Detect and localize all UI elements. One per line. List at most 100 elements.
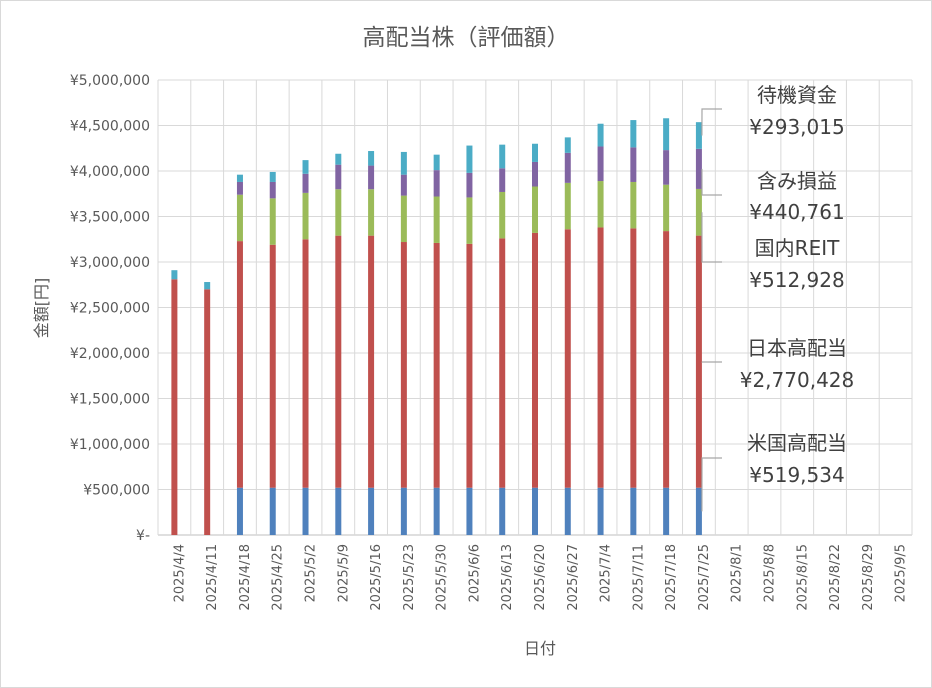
bar-segment: [400, 174, 407, 196]
y-tick-label: ¥3,000,000: [70, 255, 150, 271]
bar-segment: [433, 242, 440, 488]
x-tick-label: 2025/5/2: [304, 544, 319, 602]
bar-segment: [532, 143, 538, 162]
bar-segment: [564, 487, 571, 535]
bar-segment: [466, 487, 473, 535]
x-tick-label: 2025/6/20: [533, 544, 548, 611]
bar-segment: [499, 144, 506, 169]
bar-segment: [597, 181, 604, 228]
bar-segment: [400, 151, 407, 175]
bar-segment: [630, 147, 637, 182]
bars: [171, 118, 702, 535]
bar-segment: [433, 154, 440, 171]
y-tick-label: ¥1,000,000: [70, 437, 150, 453]
bar-segment: [335, 189, 342, 236]
x-tick-label: 2025/4/11: [205, 544, 220, 611]
y-tick-label: ¥-: [136, 528, 150, 544]
bar-segment: [695, 487, 702, 535]
x-tick-label: 2025/7/4: [599, 544, 614, 602]
x-tick-label: 2025/9/5: [894, 544, 909, 602]
bar-segment: [564, 137, 571, 153]
bar-segment: [663, 487, 670, 535]
bar-segment: [532, 232, 538, 488]
callout-value: ¥440,761: [749, 200, 844, 224]
x-tick-label: 2025/5/9: [336, 544, 351, 602]
bar-segment: [335, 153, 342, 165]
x-tick-label: 2025/4/25: [271, 544, 286, 611]
bar-segment: [597, 487, 604, 535]
y-tick-labels: ¥- ¥500,000 ¥1,000,000 ¥1,500,000 ¥2,000,000…: [70, 73, 150, 544]
bar-segment: [630, 228, 637, 488]
bar-segment: [663, 231, 670, 488]
bar-segment: [466, 145, 473, 173]
bar-segment: [400, 487, 407, 535]
y-tick-label: ¥4,000,000: [70, 164, 150, 180]
bar-segment: [302, 239, 309, 488]
bar-segment: [302, 160, 309, 174]
callout-label: 米国高配当: [747, 431, 847, 455]
bar-segment: [433, 170, 440, 197]
bar-segment: [368, 235, 375, 488]
bar-segment: [695, 148, 702, 189]
bar-segment: [466, 197, 473, 244]
x-tick-label: 2025/8/8: [762, 544, 777, 602]
x-tick-label: 2025/8/29: [861, 544, 876, 611]
bar-segment: [171, 279, 178, 535]
bar-segment: [597, 227, 604, 488]
bar-segment: [335, 487, 342, 535]
bar-segment: [597, 123, 604, 147]
callout-value: ¥519,534: [749, 463, 844, 487]
callout-label: 日本高配当: [747, 336, 847, 360]
bar-segment: [368, 165, 375, 190]
y-tick-label: ¥1,500,000: [70, 392, 150, 408]
bar-segment: [204, 282, 211, 290]
callout-leader-line: [701, 457, 722, 512]
y-tick-label: ¥500,000: [83, 483, 150, 499]
bar-segment: [564, 182, 571, 230]
bar-segment: [236, 241, 243, 488]
bar-segment: [499, 238, 506, 488]
callout-leader-line: [701, 212, 722, 263]
callout-label: 国内REIT: [755, 236, 840, 260]
bar-segment: [269, 171, 276, 182]
x-tick-label: 2025/6/6: [467, 544, 482, 602]
bar-segment: [368, 151, 375, 166]
bar-segment: [236, 181, 243, 195]
x-axis-label: 日付: [524, 639, 556, 658]
bar-segment: [630, 120, 637, 148]
bar-segment: [630, 181, 637, 229]
chart-title: 高配当株（評価額）: [362, 25, 570, 51]
bar-segment: [532, 161, 538, 187]
bar-segment: [302, 173, 309, 193]
bar-segment: [368, 189, 375, 236]
bar-segment: [466, 172, 473, 198]
bar-segment: [499, 168, 506, 192]
callout-value: ¥293,015: [749, 115, 844, 139]
y-tick-label: ¥5,000,000: [70, 73, 150, 89]
bar-segment: [663, 118, 670, 151]
bar-segment: [564, 152, 571, 183]
bar-segment: [236, 174, 243, 182]
bar-segment: [368, 487, 375, 535]
bar-segment: [695, 235, 702, 488]
bar-segment: [499, 191, 506, 239]
x-tick-label: 2025/8/15: [795, 544, 810, 611]
bar-segment: [433, 196, 440, 243]
bar-segment: [499, 487, 506, 535]
x-tick-label: 2025/4/18: [238, 544, 253, 611]
x-tick-label: 2025/7/11: [631, 544, 646, 611]
callouts: 待機資金 ¥293,015 含み損益 ¥440,761 国内REIT ¥512,928 日本…: [701, 83, 855, 512]
bar-segment: [597, 146, 604, 182]
x-tick-label: 2025/6/27: [566, 544, 581, 611]
x-tick-label: 2025/6/13: [500, 544, 515, 611]
bar-segment: [400, 242, 407, 488]
callout-label: 待機資金: [757, 83, 837, 107]
y-tick-label: ¥3,500,000: [70, 210, 150, 226]
bar-segment: [564, 229, 571, 488]
callout-value: ¥2,770,428: [740, 368, 855, 392]
bar-segment: [269, 198, 276, 245]
bar-segment: [302, 487, 309, 535]
bar-segment: [335, 164, 342, 190]
